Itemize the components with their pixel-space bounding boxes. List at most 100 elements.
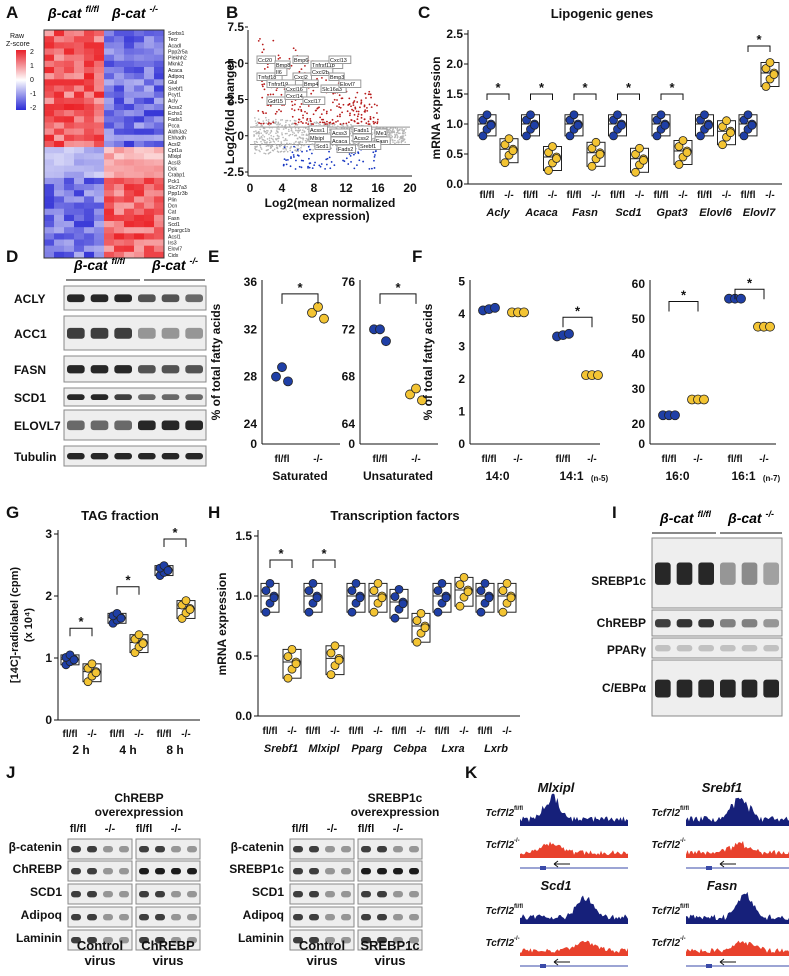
box-ko-point: [591, 137, 601, 147]
heatmap-cell: [124, 103, 135, 111]
ma-point-ns: [302, 126, 305, 129]
heatmap-cell: [64, 103, 75, 111]
ma-point-down: [302, 159, 305, 162]
band-d0: [90, 294, 109, 303]
ma-y-tick: -2.5: [223, 165, 244, 179]
band-srebp: [655, 562, 671, 585]
ma-gene-label: Cxcl13: [330, 58, 347, 64]
lane-flfl: fl/fl: [70, 823, 87, 835]
legend-tick: 1: [30, 63, 34, 70]
box-flfl-point: [696, 131, 705, 141]
ma-point-up: [376, 121, 379, 123]
ma-point-down: [308, 148, 311, 151]
ma-point-down: [350, 160, 352, 163]
heatmap-cell: [114, 214, 125, 222]
ma-point-ns: [281, 119, 284, 121]
y-axis-label: % of total fatty acids: [209, 303, 223, 420]
ma-point-ns: [371, 128, 374, 131]
heatmap-cell: [94, 140, 105, 148]
heatmap-gene-name: Fasn: [168, 216, 180, 222]
ma-point-ns: [256, 121, 259, 123]
ma-point-ns: [269, 145, 272, 148]
heatmap-gene-name: Sorbs1: [168, 31, 185, 37]
box-ko-point: [420, 623, 430, 633]
x-group-flfl: fl/fl: [373, 454, 388, 465]
ma-gene-label: Gdf15: [268, 99, 283, 105]
x-group-ko: -/-: [693, 454, 702, 465]
track-gene-title: Fasn: [707, 878, 737, 893]
track-sup: fl/fl: [680, 904, 689, 910]
band-j14: [293, 937, 303, 944]
x-group-flfl: fl/fl: [275, 454, 290, 465]
ma-point-ns: [262, 127, 265, 130]
point-flfl: [736, 293, 746, 304]
ma-point-down: [362, 160, 365, 163]
heatmap-cell: [124, 66, 135, 74]
heatmap-cell: [104, 79, 115, 86]
blot-strip-d3: [63, 387, 207, 407]
heatmap-cell: [154, 251, 165, 259]
heatmap-cell: [124, 128, 135, 136]
heatmap-cell: [54, 196, 65, 203]
band-d1: [67, 327, 85, 339]
heatmap-cell: [124, 48, 135, 55]
heatmap-cell: [154, 54, 165, 62]
heatmap-cell: [74, 233, 85, 240]
ma-point-down: [295, 159, 297, 162]
ma-x-tick: 0: [247, 181, 254, 195]
ma-point-up: [337, 120, 339, 122]
ma-point-up: [373, 103, 376, 106]
ma-point-up: [277, 58, 280, 60]
heatmap-gene-name: Mlxipl: [168, 154, 181, 160]
heatmap-cell: [154, 171, 165, 179]
ma-point-ns: [396, 141, 398, 144]
virus-label: ChREBP: [141, 938, 195, 953]
heatmap-cell: [104, 91, 115, 99]
blot-strip-j14: [289, 929, 355, 951]
x-group-flfl: fl/fl: [63, 729, 78, 740]
ma-point-ns: [286, 132, 288, 135]
ma-point-ns: [292, 122, 295, 125]
heatmap-gene-name: Echs1: [168, 111, 183, 117]
heatmap-cell: [134, 42, 145, 49]
ma-point-ns: [312, 149, 314, 151]
ma-point-ns: [392, 141, 394, 143]
ma-point-ns: [266, 138, 269, 140]
heatmap-cell: [104, 177, 115, 185]
ma-label-bg: [320, 84, 347, 93]
ma-point-ns: [264, 152, 267, 155]
heatmap-cell: [144, 202, 155, 210]
heatmap-cell: [124, 147, 135, 154]
ma-label-bg: [256, 55, 276, 64]
heatmap-cell: [104, 48, 115, 55]
x-group-ko: -/-: [287, 726, 296, 737]
heatmap-cell: [44, 103, 55, 111]
heatmap-cell: [44, 153, 55, 160]
band-j00b: [171, 846, 181, 853]
ma-point-up: [360, 116, 363, 119]
ma-point-up: [299, 105, 301, 108]
heatmap-cell: [84, 140, 95, 148]
heatmap-cell: [104, 196, 115, 203]
ma-point-up: [370, 96, 372, 99]
band-j01b: [171, 868, 181, 875]
ma-point-ns: [258, 130, 260, 133]
y-tick-label: 1.5: [446, 87, 463, 101]
heatmap-cell: [114, 227, 125, 234]
band-j00b: [155, 846, 165, 853]
heatmap-cell: [124, 190, 135, 197]
band-j01b: [187, 868, 197, 875]
ma-point-down: [372, 151, 375, 154]
ma-point-ns: [350, 123, 352, 126]
band-j12b: [393, 891, 403, 898]
ma-point-down: [328, 156, 331, 159]
heatmap-cell: [44, 42, 55, 49]
box-flfl-point: [312, 593, 322, 603]
ma-point-up: [302, 116, 304, 119]
box-ko-point: [718, 122, 727, 132]
x-group-ko: -/-: [330, 726, 339, 737]
heatmap-gene-name: Elovl7: [168, 247, 182, 253]
panel-label-H: H: [208, 503, 220, 522]
heatmap-cell: [94, 214, 105, 222]
heatmap-cell: [144, 110, 155, 117]
